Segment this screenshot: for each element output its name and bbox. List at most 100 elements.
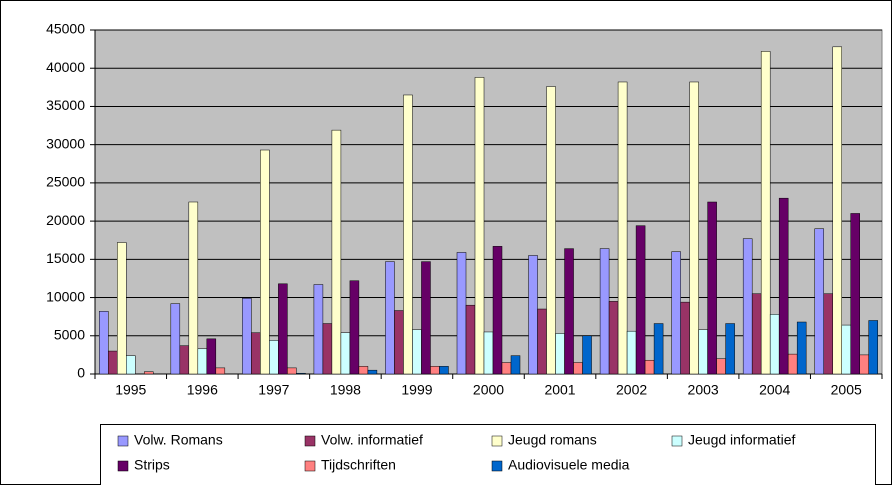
bar [188,201,199,375]
bar [608,301,619,375]
bar [278,283,288,375]
bar [403,94,413,375]
legend-label: Jeugd romans [508,432,597,448]
x-tick-label: 2000 [473,382,504,398]
bar [170,303,181,375]
bar [617,81,628,375]
bar [742,238,753,375]
bar [796,321,807,375]
bar [510,355,521,375]
bar [108,350,118,375]
bar [769,314,780,375]
y-tick-label: 10000 [46,288,85,304]
legend-swatch [117,460,129,472]
bar [197,348,208,375]
bar [635,225,646,375]
legend-label: Jeugd informatief [688,432,796,448]
bar [483,331,494,375]
bar [546,86,556,375]
y-tick-label: 30000 [46,135,85,151]
bar [832,46,842,375]
bar [528,255,538,375]
legend-label: Audiovisuele media [508,457,630,473]
y-tick-label: 0 [77,365,85,381]
bar [859,354,869,375]
bar [260,149,270,375]
legend-swatch [491,435,503,447]
bar [573,362,583,375]
legend-swatch [117,435,129,447]
bar [671,251,681,375]
y-tick-label: 45000 [46,21,85,37]
bar [349,280,360,375]
bar [716,358,726,375]
legend-label: Tijdschriften [321,457,396,473]
y-tick-label: 25000 [46,174,85,190]
bar [626,330,637,375]
bar [751,293,762,375]
bar [117,242,127,375]
bar [537,308,547,375]
bar [340,332,351,375]
legend-box [100,424,876,485]
y-tick-label: 35000 [46,97,85,113]
bar [313,284,324,375]
bar [439,366,449,375]
x-tick-label: 1996 [187,382,218,398]
bar [251,332,261,375]
bar [412,329,422,375]
bar [760,51,771,375]
bar [823,293,833,375]
bar [206,338,217,375]
bar [787,353,798,375]
bar [269,340,279,375]
bar [394,310,404,375]
bar [644,359,655,375]
bar [421,261,431,375]
legend-label: Volw. Romans [134,432,223,448]
bar [653,323,664,375]
legend-swatch [671,435,683,447]
bar [215,367,226,375]
x-tick-label: 1999 [401,382,432,398]
bar [322,323,333,375]
bar [456,252,467,375]
x-tick-label: 2001 [544,382,575,398]
bar [99,311,109,375]
bar [868,320,878,375]
bar [725,323,735,375]
legend-label: Volw. informatief [321,432,423,448]
legend-swatch [304,435,316,447]
bar [564,248,574,375]
bar [850,213,860,375]
bar [680,301,690,375]
bar [287,367,297,375]
x-tick-label: 2005 [831,382,862,398]
legend-label: Strips [134,457,170,473]
legend-swatch [304,460,316,472]
x-tick-label: 2003 [688,382,719,398]
bar [582,335,592,375]
bar [841,324,851,375]
bar [179,345,190,375]
bar [501,362,512,375]
bar [367,369,378,375]
bar [465,304,476,375]
bar [331,129,342,375]
bar [242,298,252,375]
bar [358,366,369,375]
y-tick-label: 5000 [54,326,85,342]
bar [689,81,699,375]
bar [698,329,708,375]
bar [430,366,440,375]
bar [555,333,565,375]
bar [778,197,789,375]
bar [707,201,717,375]
x-tick-label: 1998 [330,382,361,398]
y-tick-label: 40000 [46,59,85,75]
y-tick-label: 15000 [46,250,85,266]
bar [492,246,503,375]
bar [296,372,306,375]
y-tick-label: 20000 [46,212,85,228]
